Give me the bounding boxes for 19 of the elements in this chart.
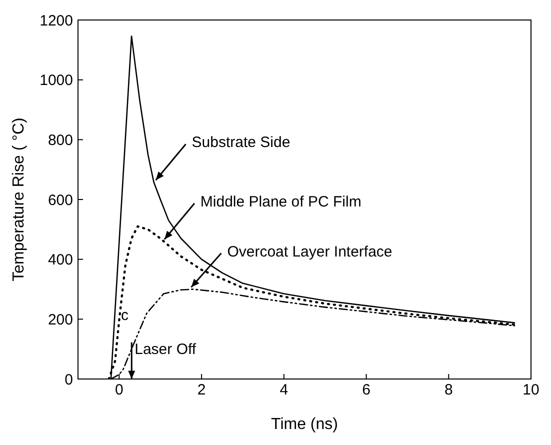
x-tick-label: 8 [444,382,453,399]
annotation: c [121,307,130,324]
x-tick-label: 10 [522,382,540,399]
y-axis-title: Temperature Rise ( °C) [10,118,28,282]
x-tick-label: 2 [197,382,206,399]
x-tick-label: 0 [115,382,124,399]
x-tick-label: 4 [280,382,288,399]
y-tick-label: 1000 [40,72,73,90]
annotation: Overcoat Layer Interface [227,243,392,260]
y-tick-label: 800 [48,132,73,149]
y-tick-label: 600 [48,192,73,209]
y-tick-label: 200 [48,311,73,328]
x-tick-label: 6 [362,382,370,399]
y-tick-label: 400 [48,252,73,269]
y-tick-label: 1200 [40,12,73,30]
annotation: Substrate Side [192,134,290,152]
annotation: Laser Off [134,341,197,358]
annotation: Middle Plane of PC Film [200,193,362,210]
x-axis-title: Time (ns) [271,416,338,433]
